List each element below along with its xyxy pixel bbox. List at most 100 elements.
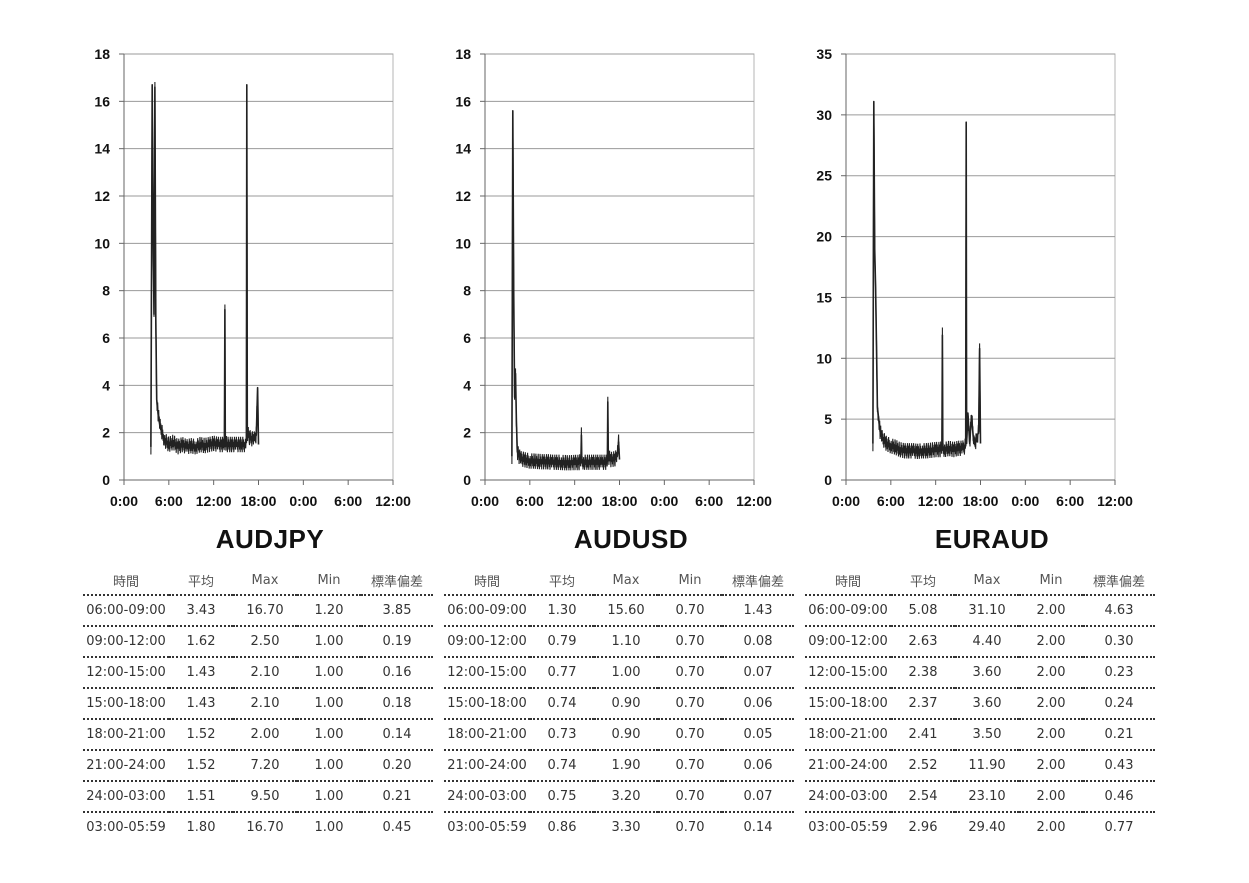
y-tick-label: 18 <box>94 46 110 62</box>
column-header: 標準偏差 <box>370 574 423 590</box>
table-row: 06:00-09:00 1.30 15.60 0.70 1.43 <box>444 594 794 626</box>
column-header: 標準偏差 <box>731 574 784 590</box>
y-tick-label: 16 <box>455 93 471 109</box>
column-header: 時間 <box>473 574 500 590</box>
y-tick-label: 35 <box>816 46 832 62</box>
table-cell: 1.43 <box>722 594 794 626</box>
column-header: 時間 <box>112 574 139 590</box>
x-tick-label: 0:00 <box>650 493 678 509</box>
table-cell: 0.75 <box>530 780 594 812</box>
spread-chart: 0 2 4 6 8 10 12 14 16 18 0:00 6:00 12:00 18:00 0:00 6:0… <box>441 40 821 520</box>
x-tick-label: 12:00 <box>918 493 954 509</box>
table-row: 06:00-09:00 3.43 16.70 1.20 3.85 <box>83 594 433 626</box>
table-cell: 0.70 <box>658 687 722 719</box>
table-cell: 0.70 <box>658 625 722 657</box>
table-cell: 1.52 <box>169 749 233 781</box>
table-cell: 1.20 <box>297 594 361 626</box>
table-header-row: 時間 平均 Max Min 標準偏差 <box>83 566 433 595</box>
table-cell: 0.20 <box>361 749 433 781</box>
table-cell: 0.46 <box>1083 780 1155 812</box>
table-cell: 0.70 <box>658 656 722 688</box>
table-row: 18:00-21:00 0.73 0.90 0.70 0.05 <box>444 718 794 750</box>
table-cell: 0.30 <box>1083 625 1155 657</box>
table-cell: 18:00-21:00 <box>83 718 169 750</box>
x-tick-label: 6:00 <box>155 493 183 509</box>
x-tick-label: 12:00 <box>375 493 411 509</box>
table-cell: 1.43 <box>169 687 233 719</box>
table-cell: 0.07 <box>722 656 794 688</box>
y-tick-label: 2 <box>463 425 471 441</box>
table-cell: 2.41 <box>891 718 955 750</box>
y-tick-label: 2 <box>102 425 110 441</box>
column-header: 時間 <box>834 574 861 590</box>
table-row: 15:00-18:00 2.37 3.60 2.00 0.24 <box>805 687 1155 719</box>
table-cell: 1.00 <box>297 687 361 719</box>
y-tick-label: 12 <box>455 188 471 204</box>
table-cell: 06:00-09:00 <box>444 594 530 626</box>
series-line <box>150 84 260 448</box>
y-tick-label: 0 <box>824 472 832 488</box>
table-cell: 0.06 <box>722 749 794 781</box>
table-row: 15:00-18:00 1.43 2.10 1.00 0.18 <box>83 687 433 719</box>
table-row: 24:00-03:00 1.51 9.50 1.00 0.21 <box>83 780 433 812</box>
table-cell: 1.00 <box>297 625 361 657</box>
table-row: 21:00-24:00 1.52 7.20 1.00 0.20 <box>83 749 433 781</box>
table-cell: 4.40 <box>955 625 1019 657</box>
table-cell: 2.38 <box>891 656 955 688</box>
series-noise <box>150 81 259 455</box>
table-cell: 2.00 <box>1019 594 1083 626</box>
table-cell: 03:00-05:59 <box>444 811 530 842</box>
table-cell: 2.37 <box>891 687 955 719</box>
y-tick-label: 16 <box>94 93 110 109</box>
table-cell: 2.00 <box>1019 625 1083 657</box>
table-row: 24:00-03:00 2.54 23.10 2.00 0.46 <box>805 780 1155 812</box>
table-cell: 2.00 <box>1019 718 1083 750</box>
table-cell: 0.70 <box>658 749 722 781</box>
x-tick-label: 6:00 <box>695 493 723 509</box>
column-header: Max <box>973 572 1001 588</box>
table-cell: 7.20 <box>233 749 297 781</box>
y-tick-label: 6 <box>102 330 110 346</box>
table-cell: 0.19 <box>361 625 433 657</box>
table-row: 21:00-24:00 2.52 11.90 2.00 0.43 <box>805 749 1155 781</box>
table-cell: 3.30 <box>594 811 658 842</box>
table-cell: 2.96 <box>891 811 955 842</box>
x-tick-label: 18:00 <box>602 493 638 509</box>
column-header: 標準偏差 <box>1092 574 1145 590</box>
table-cell: 1.43 <box>169 656 233 688</box>
table-cell: 03:00-05:59 <box>805 811 891 842</box>
x-tick-label: 18:00 <box>241 493 277 509</box>
x-tick-label: 12:00 <box>196 493 232 509</box>
table-cell: 0.70 <box>658 780 722 812</box>
table-cell: 3.20 <box>594 780 658 812</box>
table-cell: 0.24 <box>1083 687 1155 719</box>
x-tick-label: 6:00 <box>877 493 905 509</box>
table-cell: 1.00 <box>297 749 361 781</box>
table-cell: 2.00 <box>1019 687 1083 719</box>
stats-table: 時間 平均 Max Min 標準偏差 06:00-09:00 1.30 15.60 0.70 1.… <box>444 566 794 842</box>
series-line <box>511 110 621 464</box>
table-row: 12:00-15:00 2.38 3.60 2.00 0.23 <box>805 656 1155 688</box>
series-noise <box>511 110 620 471</box>
chart-panel-audjpy: 0 2 4 6 8 10 12 14 16 18 0:00 6:00 12:00 18:00 0:00 6:0… <box>80 0 460 883</box>
x-tick-label: 0:00 <box>832 493 860 509</box>
table-cell: 0.74 <box>530 687 594 719</box>
column-header: Max <box>251 572 279 588</box>
y-tick-label: 10 <box>94 235 110 251</box>
table-cell: 24:00-03:00 <box>83 780 169 812</box>
table-cell: 0.14 <box>361 718 433 750</box>
x-tick-label: 6:00 <box>1056 493 1084 509</box>
x-tick-label: 0:00 <box>471 493 499 509</box>
table-row: 03:00-05:59 0.86 3.30 0.70 0.14 <box>444 811 794 842</box>
column-header: Min <box>317 572 341 588</box>
table-header-row: 時間 平均 Max Min 標準偏差 <box>444 566 794 595</box>
x-tick-label: 12:00 <box>557 493 593 509</box>
table-cell: 0.21 <box>1083 718 1155 750</box>
chart-svg: 0 2 4 6 8 10 12 14 16 18 0:00 6:00 12:00 18:00 0:00 6:0… <box>94 46 411 509</box>
x-tick-label: 12:00 <box>736 493 772 509</box>
table-cell: 1.52 <box>169 718 233 750</box>
table-row: 24:00-03:00 0.75 3.20 0.70 0.07 <box>444 780 794 812</box>
table-cell: 0.05 <box>722 718 794 750</box>
table-cell: 21:00-24:00 <box>444 749 530 781</box>
table-cell: 1.00 <box>297 780 361 812</box>
